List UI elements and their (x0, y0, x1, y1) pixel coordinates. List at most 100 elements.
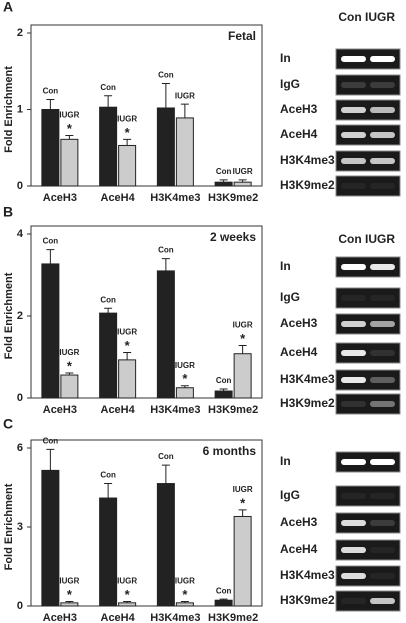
bar (99, 106, 118, 187)
gel-column-label: IUGR (365, 10, 395, 24)
bar (60, 602, 79, 607)
significance-mark: * (182, 371, 188, 386)
gel-row-label: In (280, 259, 291, 273)
bar-label: IUGR (117, 577, 137, 586)
gel-row-label: In (280, 51, 291, 65)
gel-row-label: AceH3 (280, 102, 318, 116)
gel-row-label: IgG (280, 77, 300, 91)
bar (118, 144, 137, 187)
y-tick-label: 6 (17, 442, 23, 454)
error-bar (219, 598, 228, 601)
gel-row-label: H3K9me2 (280, 178, 335, 192)
gel-lane (335, 451, 401, 473)
gel-band (370, 56, 395, 62)
error-bar (238, 179, 247, 183)
error-bar (238, 509, 247, 517)
gel-band (370, 547, 395, 553)
bar (118, 602, 137, 607)
bar-label: IUGR (117, 114, 137, 123)
gel-band (370, 350, 395, 356)
error-bar (65, 601, 74, 603)
bar (99, 312, 118, 399)
gel-band (370, 493, 395, 499)
gel-lane (335, 342, 401, 364)
error-bar (104, 95, 113, 108)
significance-mark: * (125, 587, 131, 602)
gel-band (341, 295, 366, 301)
bar-label: Con (43, 237, 59, 246)
gel-band (370, 377, 395, 383)
bar (118, 359, 137, 399)
gel-row-label: IgG (280, 290, 300, 304)
gel-band (370, 183, 395, 189)
gel-row-label: In (280, 454, 291, 468)
x-tick-label: AceH3 (43, 192, 77, 204)
gel-band (341, 183, 366, 189)
bar-label: Con (100, 295, 116, 304)
plot-frame (30, 24, 263, 187)
error-bar (180, 385, 189, 388)
x-tick-label: H3K9me2 (208, 192, 258, 204)
bar (233, 353, 252, 399)
x-tick-label: AceH3 (43, 404, 77, 416)
gel-band (341, 321, 366, 327)
bar (233, 515, 252, 607)
gel-row-label: H3K4me3 (280, 153, 335, 167)
significance-mark: * (125, 338, 131, 353)
bar (175, 387, 194, 399)
bar (214, 390, 233, 399)
error-bar (104, 307, 113, 314)
gel-band (370, 264, 395, 270)
gel-row-label: H3K4me3 (280, 372, 335, 386)
bar-label: IUGR (117, 328, 137, 337)
bar (60, 374, 79, 399)
error-bar (180, 601, 189, 603)
gel-lane (335, 313, 401, 335)
gel-row-label: H3K9me2 (280, 593, 335, 607)
gel-lane (335, 175, 401, 197)
gel-row-label: IgG (280, 488, 300, 502)
bar-label: IUGR (233, 485, 253, 494)
gel-lane (335, 287, 401, 309)
gel-band (341, 107, 366, 113)
bar-label: IUGR (233, 167, 253, 176)
bar (41, 263, 60, 399)
gel-row-label: AceH4 (280, 345, 318, 359)
y-tick-label: 4 (17, 228, 24, 240)
gel-band (341, 547, 366, 553)
chart-title: Fetal (228, 29, 256, 43)
x-tick-label: H3K9me2 (208, 404, 258, 416)
panel-letter: B (3, 204, 13, 220)
significance-mark: * (67, 121, 73, 136)
error-bar (46, 448, 55, 471)
gel-lane (335, 539, 401, 561)
bar-label: Con (158, 246, 174, 255)
y-axis-label: Fold Enrichment (3, 272, 15, 359)
gel-lane (335, 256, 401, 278)
gel-lane (335, 99, 401, 121)
x-tick-label: AceH4 (101, 404, 136, 416)
bar-label: Con (43, 87, 59, 96)
gel-band (341, 401, 366, 407)
bar-label: Con (100, 471, 116, 480)
y-tick-label: 2 (17, 27, 23, 39)
error-bar (104, 483, 113, 499)
bar-label: IUGR (59, 111, 79, 120)
error-bar (161, 82, 170, 108)
gel-lane (335, 590, 401, 612)
bar-label: IUGR (175, 361, 195, 370)
bar-label: IUGR (175, 91, 195, 100)
bar-label: IUGR (59, 348, 79, 357)
gel-band (370, 158, 395, 164)
gel-band (341, 493, 366, 499)
gel-band (341, 264, 366, 270)
x-tick-label: H3K4me3 (150, 612, 200, 623)
gel-band (370, 321, 395, 327)
bar (41, 469, 60, 607)
gel-lane (335, 74, 401, 96)
bar-label: Con (43, 436, 59, 445)
gel-band (341, 56, 366, 62)
bar (156, 483, 175, 607)
significance-mark: * (67, 358, 73, 373)
